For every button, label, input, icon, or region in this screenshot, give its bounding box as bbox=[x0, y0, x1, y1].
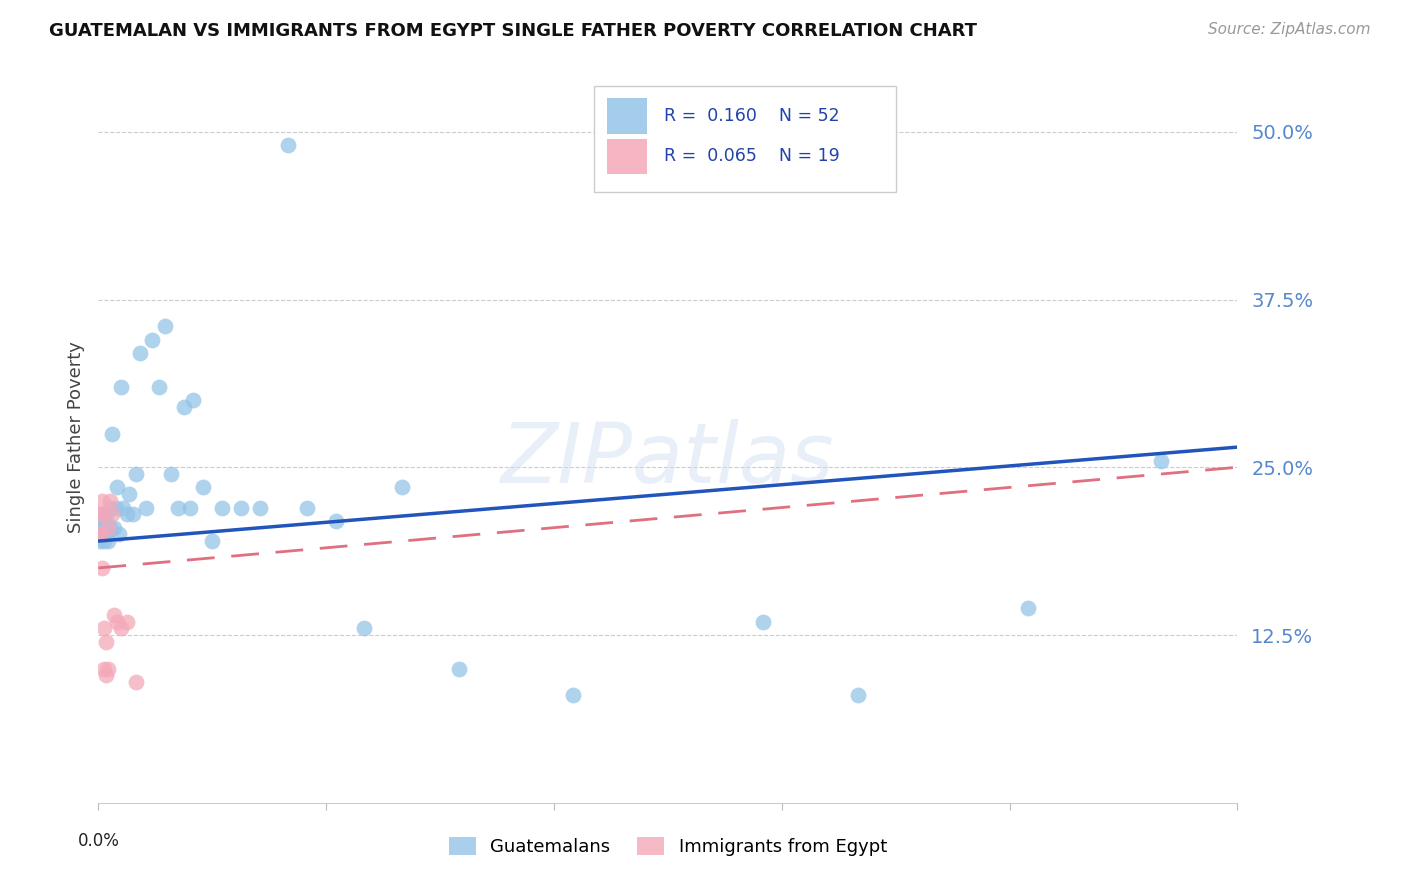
Point bbox=[94, 514, 117, 528]
Point bbox=[93, 521, 115, 535]
Point bbox=[89, 527, 111, 541]
Point bbox=[153, 319, 176, 334]
Point bbox=[449, 662, 471, 676]
Point bbox=[562, 689, 585, 703]
Point bbox=[94, 527, 117, 541]
Point bbox=[1018, 601, 1040, 615]
Point bbox=[103, 521, 125, 535]
Point bbox=[91, 508, 114, 522]
Point bbox=[91, 493, 114, 508]
Point bbox=[93, 534, 115, 549]
Point bbox=[91, 527, 114, 541]
Point bbox=[135, 500, 157, 515]
Point bbox=[93, 621, 115, 635]
Point bbox=[201, 534, 224, 549]
Point bbox=[249, 500, 271, 515]
Point bbox=[89, 527, 111, 541]
Point bbox=[89, 521, 111, 535]
Point bbox=[112, 500, 135, 515]
Legend: Guatemalans, Immigrants from Egypt: Guatemalans, Immigrants from Egypt bbox=[441, 830, 894, 863]
Point bbox=[118, 487, 141, 501]
Point bbox=[183, 393, 205, 408]
Point bbox=[846, 689, 869, 703]
Text: Source: ZipAtlas.com: Source: ZipAtlas.com bbox=[1208, 22, 1371, 37]
Point bbox=[100, 426, 122, 441]
Point bbox=[107, 615, 129, 629]
Point bbox=[159, 467, 181, 481]
Point bbox=[141, 333, 163, 347]
Point bbox=[93, 527, 115, 541]
Point bbox=[98, 500, 121, 515]
Point bbox=[125, 675, 148, 690]
Point bbox=[108, 527, 131, 541]
Point bbox=[115, 615, 138, 629]
Point bbox=[277, 138, 299, 153]
Point bbox=[191, 480, 214, 494]
Point bbox=[89, 508, 111, 522]
Point bbox=[173, 400, 195, 414]
FancyBboxPatch shape bbox=[593, 86, 896, 192]
Point bbox=[98, 521, 121, 535]
Point bbox=[129, 346, 152, 360]
Bar bbox=[607, 138, 647, 174]
Point bbox=[297, 500, 319, 515]
Point bbox=[100, 508, 122, 522]
Point bbox=[167, 500, 190, 515]
Text: 0.0%: 0.0% bbox=[77, 832, 120, 850]
Point bbox=[229, 500, 252, 515]
Text: R =  0.065    N = 19: R = 0.065 N = 19 bbox=[665, 147, 841, 165]
Point bbox=[125, 467, 148, 481]
Point bbox=[93, 662, 115, 676]
Point bbox=[110, 621, 132, 635]
Bar bbox=[607, 98, 647, 134]
Point bbox=[391, 480, 413, 494]
Point bbox=[97, 662, 120, 676]
Point bbox=[121, 508, 143, 522]
Text: GUATEMALAN VS IMMIGRANTS FROM EGYPT SINGLE FATHER POVERTY CORRELATION CHART: GUATEMALAN VS IMMIGRANTS FROM EGYPT SING… bbox=[49, 22, 977, 40]
Point bbox=[94, 508, 117, 522]
Point bbox=[353, 621, 375, 635]
Text: ZIPatlas: ZIPatlas bbox=[501, 418, 835, 500]
Point bbox=[752, 615, 775, 629]
Text: R =  0.160    N = 52: R = 0.160 N = 52 bbox=[665, 107, 839, 125]
Point bbox=[91, 514, 114, 528]
Point bbox=[94, 634, 117, 648]
Point bbox=[97, 521, 120, 535]
Point bbox=[97, 534, 120, 549]
Point bbox=[91, 508, 114, 522]
Point bbox=[115, 508, 138, 522]
Point bbox=[1150, 453, 1173, 467]
Point bbox=[91, 561, 114, 575]
Point bbox=[325, 514, 347, 528]
Point bbox=[89, 534, 111, 549]
Point bbox=[97, 521, 120, 535]
Point bbox=[148, 380, 170, 394]
Point bbox=[104, 500, 127, 515]
Point bbox=[103, 607, 125, 622]
Point bbox=[179, 500, 201, 515]
Point bbox=[107, 480, 129, 494]
Point bbox=[94, 668, 117, 682]
Point bbox=[98, 493, 121, 508]
Point bbox=[110, 380, 132, 394]
Point bbox=[211, 500, 233, 515]
Y-axis label: Single Father Poverty: Single Father Poverty bbox=[66, 341, 84, 533]
